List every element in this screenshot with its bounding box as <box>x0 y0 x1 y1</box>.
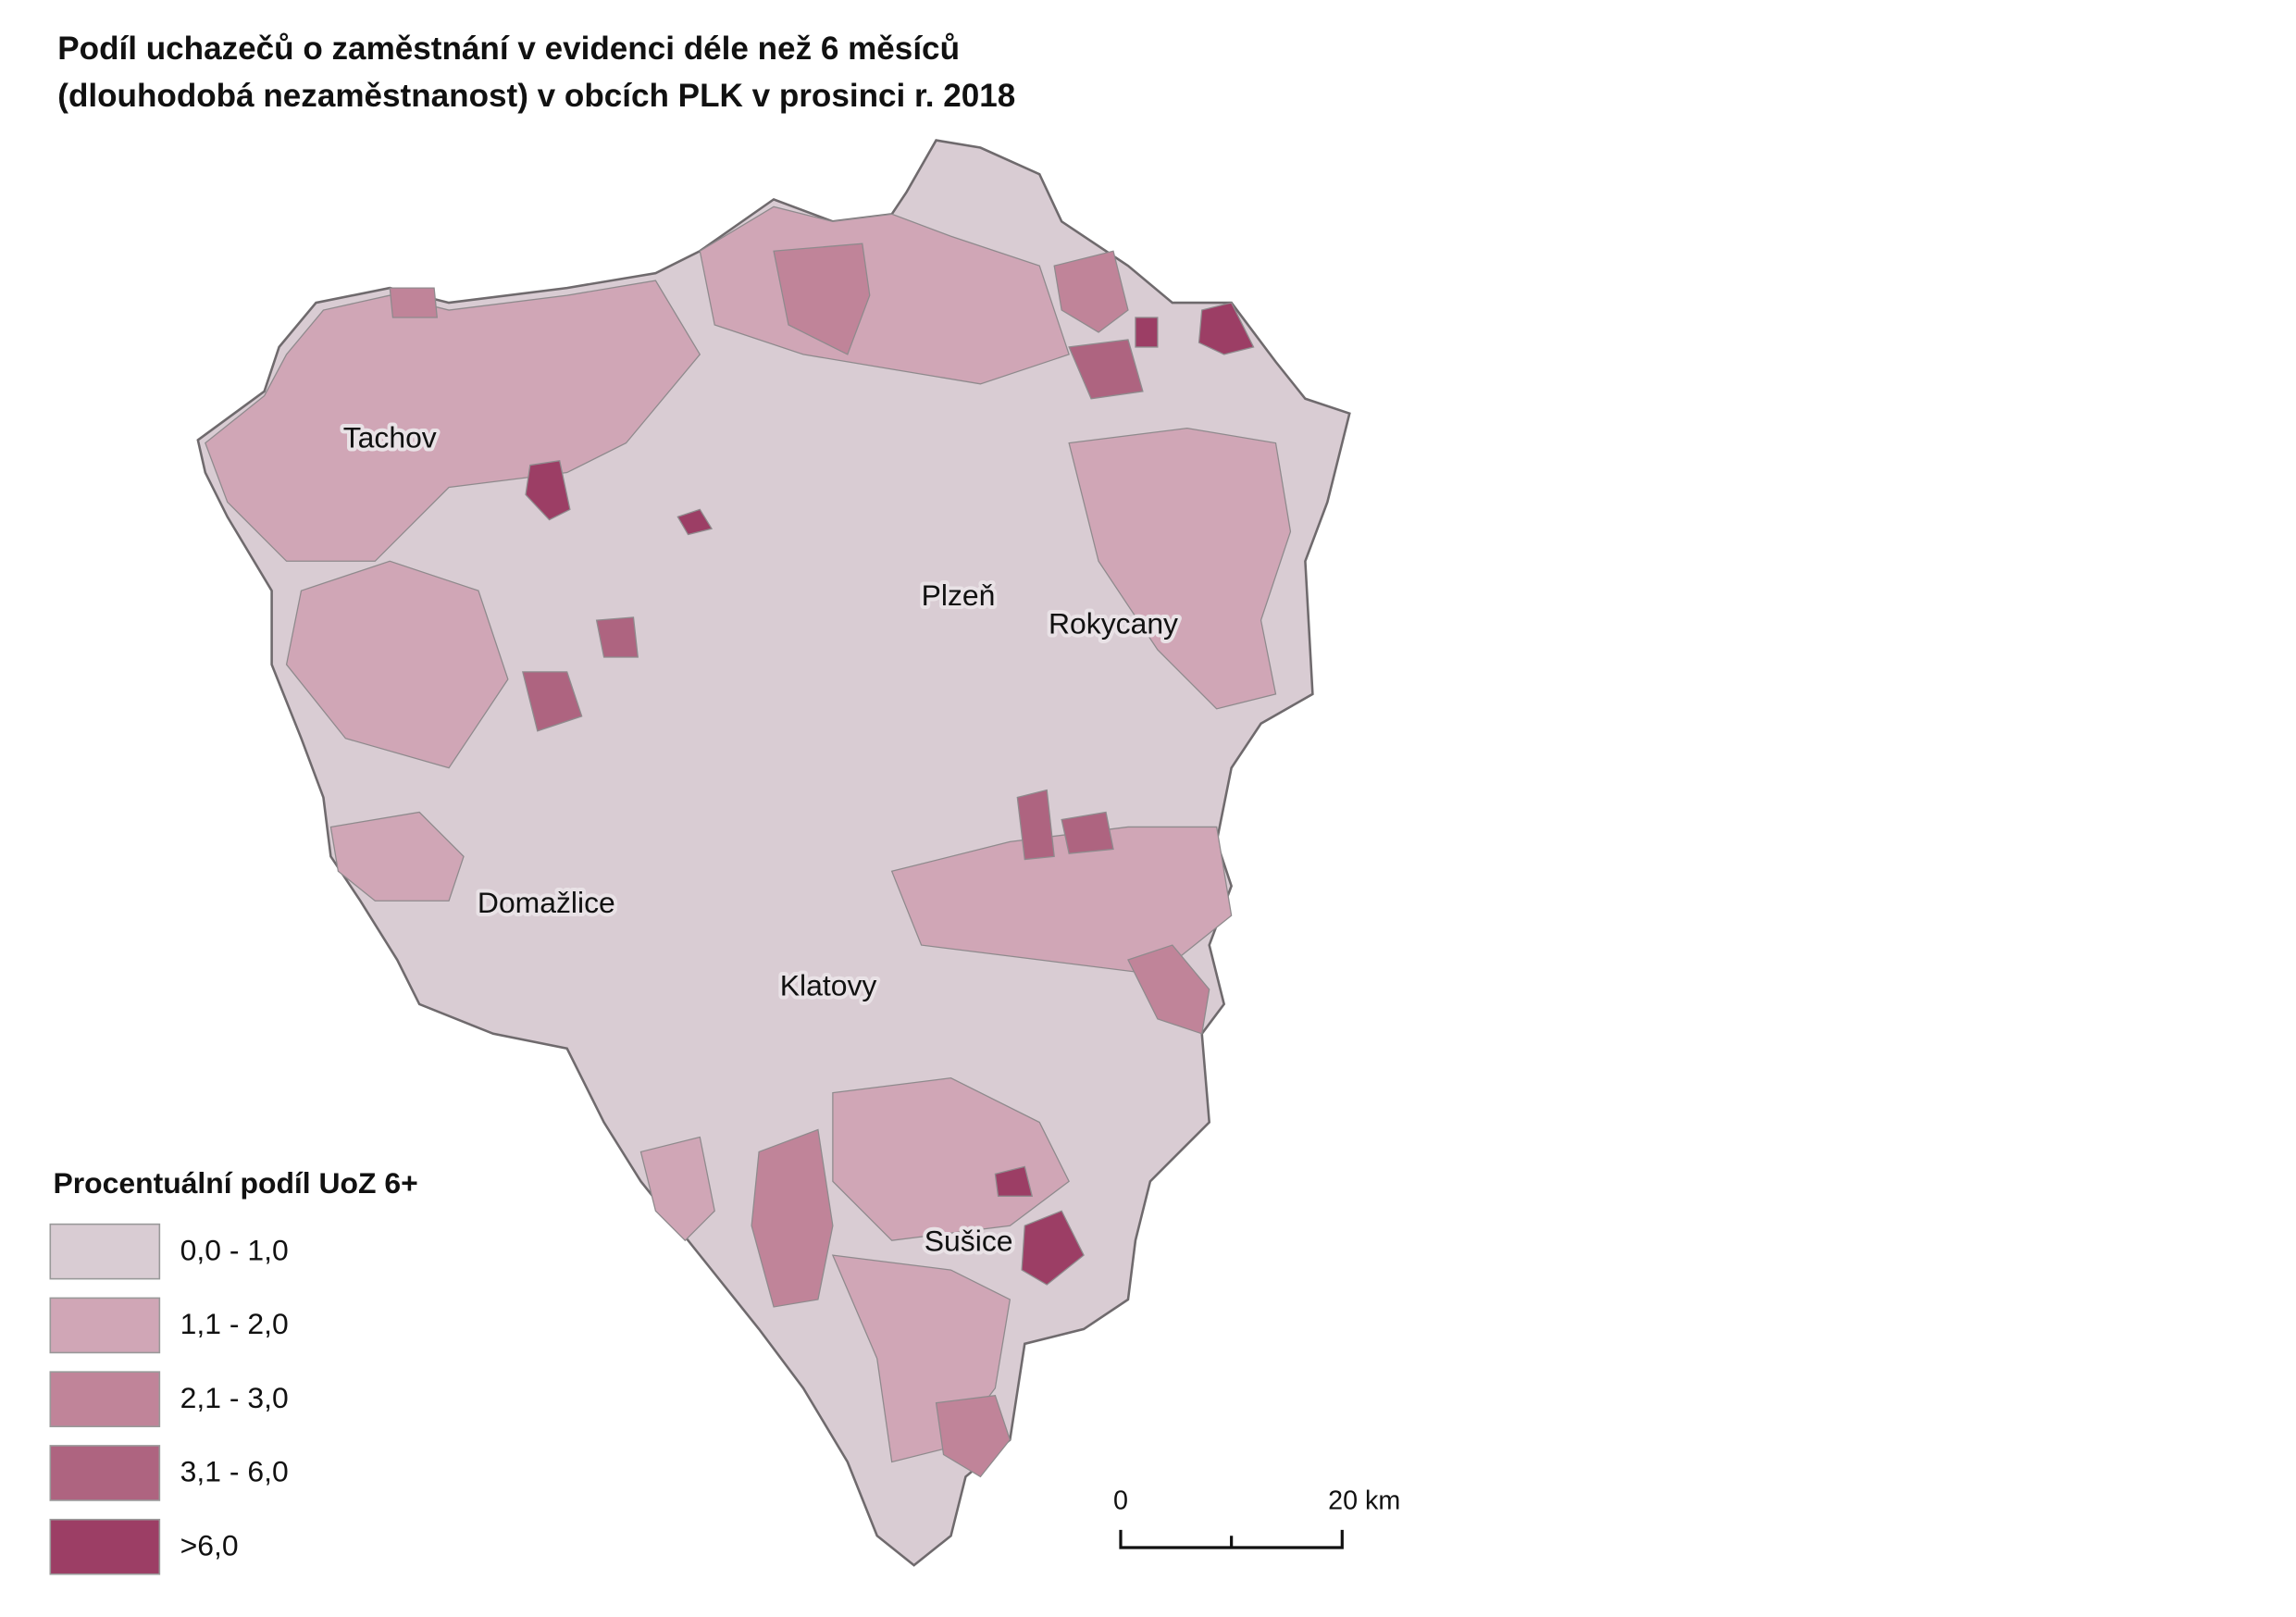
municipality <box>1068 339 1144 400</box>
title-line: (dlouhodobá nezaměstnanost) v obcích PLK… <box>57 78 1015 114</box>
legend-label: 3,1 - 6,0 <box>180 1455 289 1488</box>
municipality <box>522 671 583 732</box>
legend-swatch <box>49 1445 161 1501</box>
municipality <box>994 1165 1034 1197</box>
city-label: Plzeň <box>922 578 996 612</box>
scale-label: 0 <box>1113 1486 1128 1516</box>
municipality <box>329 811 465 902</box>
municipality <box>1127 944 1210 1035</box>
legend-label: >6,0 <box>180 1528 239 1561</box>
municipality <box>205 280 701 562</box>
legend-swatch <box>49 1518 161 1575</box>
municipality <box>1016 789 1055 861</box>
municipality <box>1135 317 1159 348</box>
legend-label: 2,1 - 3,0 <box>180 1381 289 1414</box>
city-label: Klatovy <box>780 968 877 1001</box>
municipality <box>525 460 571 521</box>
municipality <box>1021 1210 1085 1286</box>
title-line: Podíl uchazečů o zaměstnání v evidenci d… <box>57 31 960 67</box>
municipality <box>1053 250 1129 333</box>
municipality <box>935 1394 1011 1478</box>
legend-title: Procentuální podíl UoZ 6+ <box>53 1166 417 1200</box>
municipality <box>285 560 509 769</box>
region-map <box>196 139 1351 1567</box>
legend-swatch <box>49 1223 161 1280</box>
municipality <box>751 1128 834 1308</box>
legend-swatch <box>49 1371 161 1427</box>
municipality <box>832 1077 1070 1241</box>
city-label: Domažlice <box>478 886 615 919</box>
legend-swatch <box>49 1297 161 1354</box>
municipality <box>1198 302 1255 355</box>
municipality <box>773 243 871 355</box>
city-label: Tachov <box>343 420 437 454</box>
scale-bar <box>1119 1529 1344 1549</box>
municipality <box>639 1136 715 1242</box>
city-label: Sušice <box>925 1224 1013 1257</box>
legend: 0,0 - 1,0 1,1 - 2,0 2,1 - 3,0 3,1 - 6,0 >6,0 <box>49 1223 289 1575</box>
municipality <box>389 287 439 318</box>
legend-label: 0,0 - 1,0 <box>180 1233 289 1266</box>
legend-label: 1,1 - 2,0 <box>180 1307 289 1340</box>
municipality <box>1068 428 1292 710</box>
municipality <box>595 616 639 658</box>
scale-label: 20 km <box>1328 1486 1400 1516</box>
city-label: Rokycany <box>1049 606 1178 640</box>
municipality <box>676 508 714 536</box>
municipality <box>1061 811 1114 854</box>
